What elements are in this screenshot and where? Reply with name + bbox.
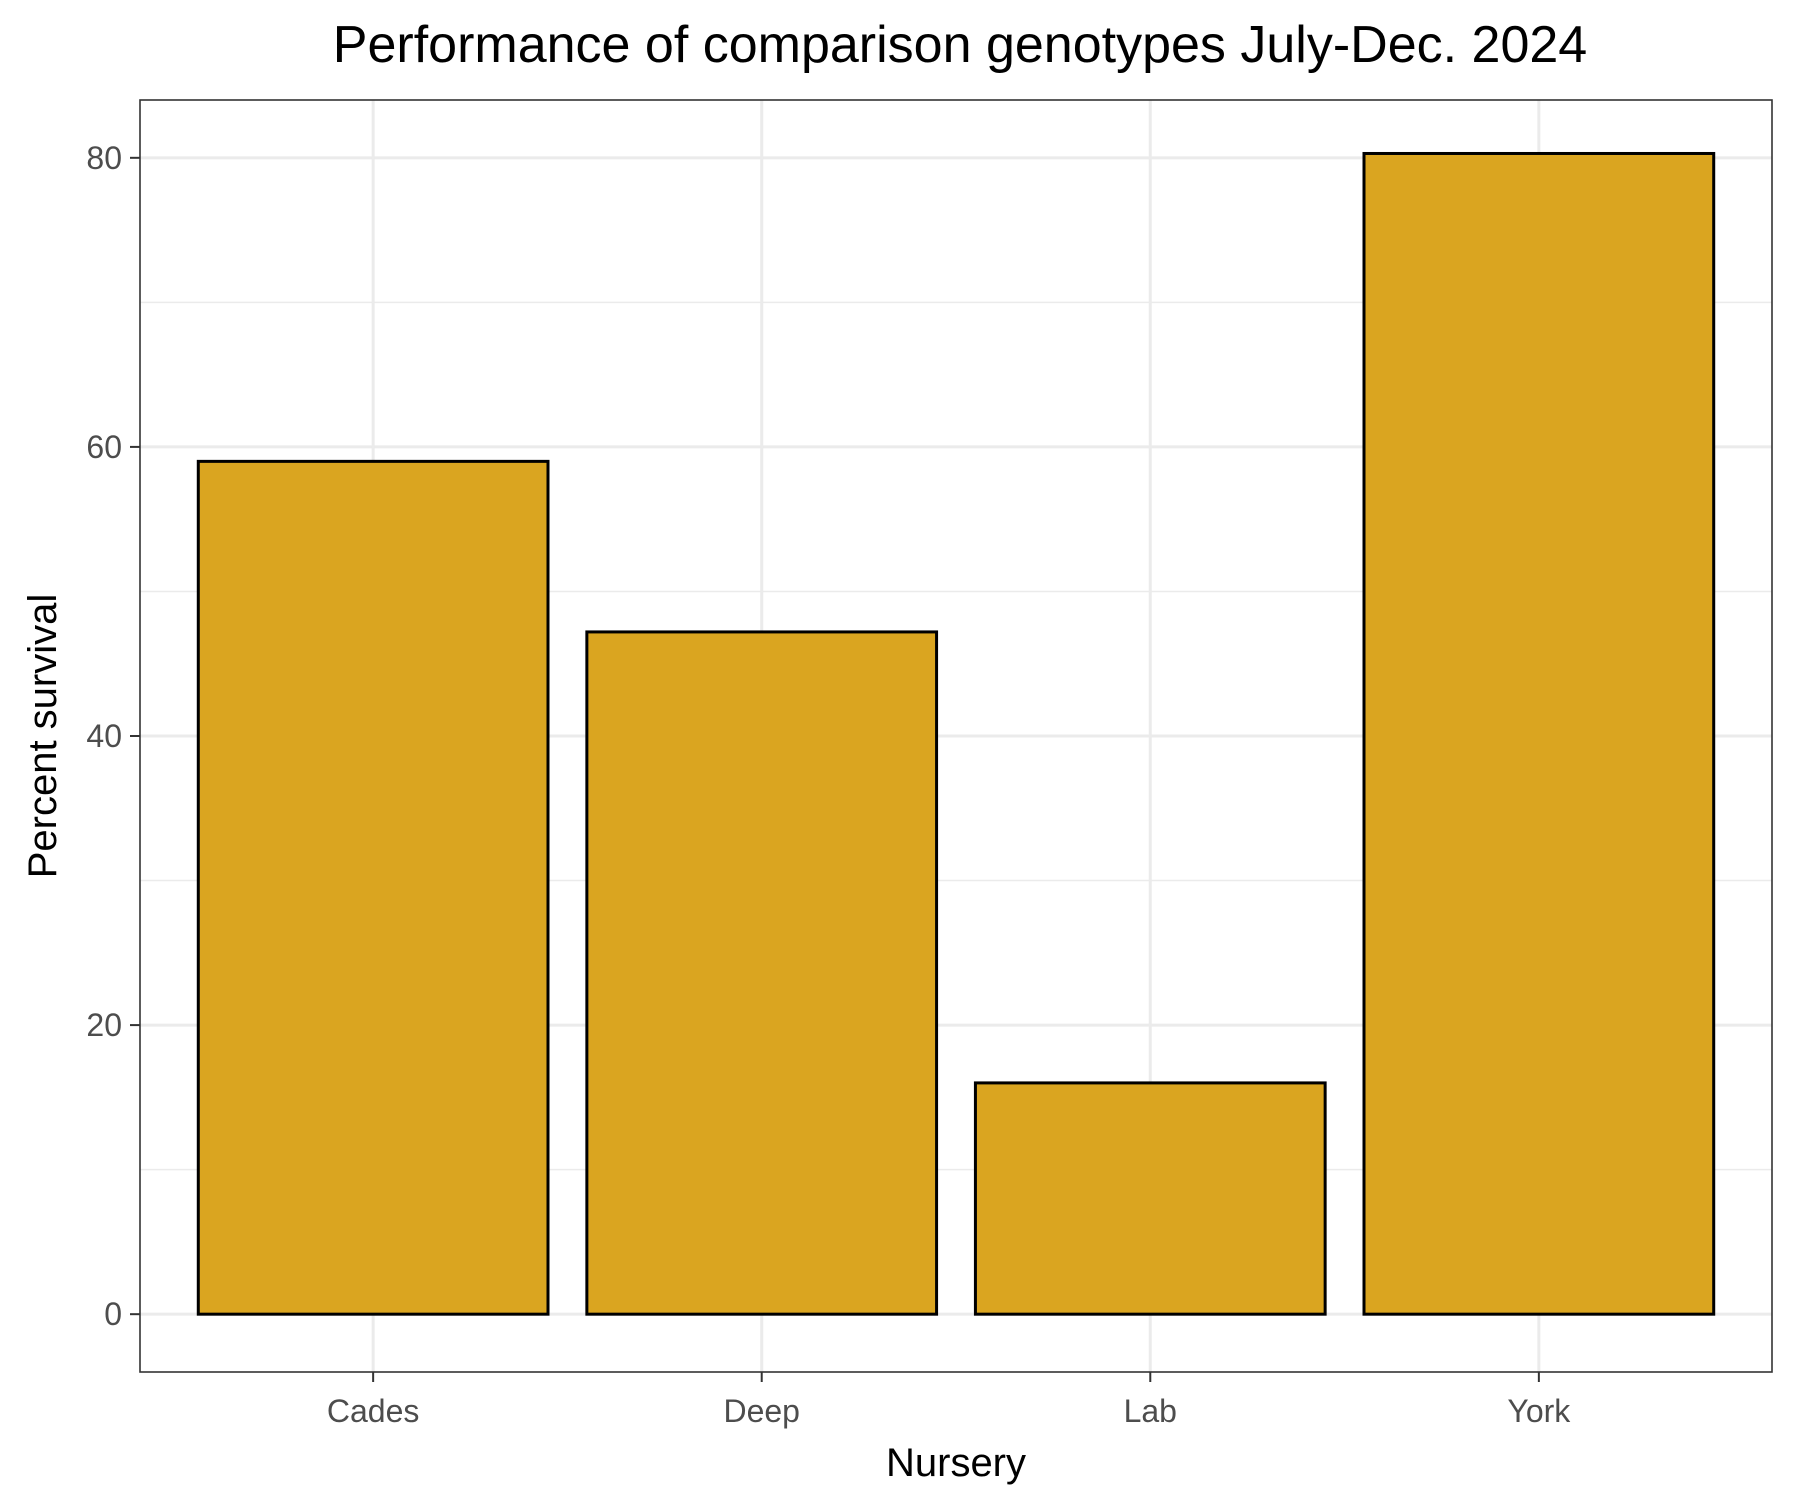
y-axis-title: Percent survival — [21, 594, 65, 879]
x-tick-label: Lab — [1124, 1393, 1177, 1429]
y-axis: 0 20 40 60 80 — [86, 140, 140, 1332]
x-tick-label: Deep — [723, 1393, 800, 1429]
x-axis: Cades Deep Lab York — [327, 1372, 1571, 1429]
x-tick-label: Cades — [327, 1393, 420, 1429]
x-tick-label: York — [1507, 1393, 1571, 1429]
bar-deep — [585, 630, 939, 1316]
bar-york — [1362, 151, 1716, 1316]
y-tick-label: 20 — [86, 1007, 122, 1043]
y-tick-label: 40 — [86, 718, 122, 754]
y-tick-label: 60 — [86, 429, 122, 465]
bar-cades — [196, 459, 550, 1316]
y-tick-label: 0 — [104, 1296, 122, 1332]
y-tick-label: 80 — [86, 140, 122, 176]
x-axis-title: Nursery — [886, 1441, 1026, 1485]
bars — [196, 151, 1716, 1316]
bar-lab — [973, 1081, 1327, 1316]
chart-title: Performance of comparison genotypes July… — [333, 16, 1587, 74]
